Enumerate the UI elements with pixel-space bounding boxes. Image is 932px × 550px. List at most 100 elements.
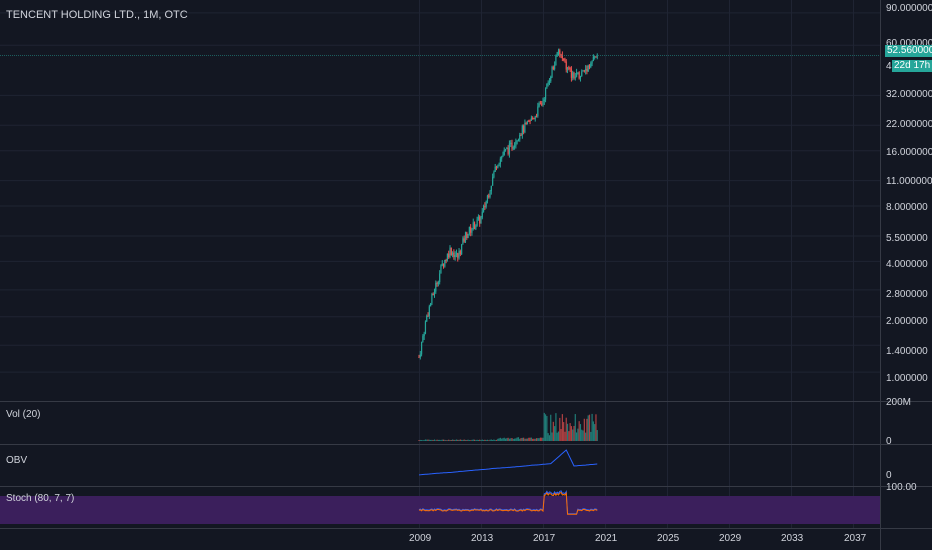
volume-bar xyxy=(519,438,521,441)
volume-bar xyxy=(462,439,464,441)
volume-bar xyxy=(449,439,451,441)
volume-bar xyxy=(419,439,421,441)
volume-bar xyxy=(530,437,532,441)
volume-bar xyxy=(450,440,452,441)
countdown-prefix: 4 xyxy=(886,61,892,72)
volume-bar xyxy=(550,414,552,441)
volume-bar xyxy=(433,439,436,441)
volume-bar xyxy=(543,412,545,441)
volume-bar xyxy=(537,438,539,441)
candle-body xyxy=(513,145,516,148)
price-label: 32.000000 xyxy=(886,89,932,100)
candle-body xyxy=(490,185,492,192)
candle-body xyxy=(466,232,468,238)
candle-body xyxy=(470,226,472,233)
price-label: 22.000000 xyxy=(886,119,932,130)
candle-body xyxy=(517,139,520,141)
price-label: 2.800000 xyxy=(886,289,928,300)
volume-bar xyxy=(435,440,437,441)
price-series xyxy=(418,48,598,360)
volume-bar xyxy=(466,440,468,441)
volume-title[interactable]: Vol (20) xyxy=(6,409,41,420)
candle-body xyxy=(575,72,578,77)
volume-bar xyxy=(563,422,565,441)
volume-bar xyxy=(426,439,428,441)
volume-bar xyxy=(477,439,480,441)
time-label: 2029 xyxy=(719,533,742,544)
candle-body xyxy=(481,211,483,218)
volume-bars xyxy=(418,412,598,441)
candle-body xyxy=(507,148,509,154)
volume-bar xyxy=(431,439,433,441)
candle-body xyxy=(467,233,469,238)
candle-body xyxy=(494,166,496,172)
volume-bar xyxy=(432,440,434,441)
volume-bar xyxy=(459,439,461,441)
obv-title[interactable]: OBV xyxy=(6,455,28,466)
candle-body xyxy=(551,67,553,77)
candle-body xyxy=(516,140,518,142)
volume-bar xyxy=(526,438,529,441)
volume-bar xyxy=(470,440,472,441)
candle-body xyxy=(574,76,576,78)
candle-body xyxy=(564,59,566,62)
candle-body xyxy=(442,263,445,267)
candle-body xyxy=(568,67,570,69)
candle-body xyxy=(588,65,591,68)
price-label: 16.000000 xyxy=(886,147,932,158)
candle-body xyxy=(426,315,428,322)
volume-bar xyxy=(497,438,499,441)
volume-bar xyxy=(575,432,578,441)
volume-bar xyxy=(448,439,450,441)
volume-bar xyxy=(588,414,591,441)
price-label: 90.000000 xyxy=(886,3,932,14)
candle-body xyxy=(432,294,434,296)
volume-bar xyxy=(499,437,501,441)
candle-body xyxy=(561,55,563,59)
volume-bar xyxy=(486,439,489,441)
candle-body xyxy=(539,103,542,105)
volume-bar xyxy=(464,439,467,441)
volume-bar xyxy=(472,439,474,441)
volume-bar xyxy=(583,418,585,441)
candle-body xyxy=(565,61,567,70)
candle-body xyxy=(462,238,464,245)
candle-body xyxy=(445,259,447,261)
candle-body xyxy=(530,117,532,121)
candle-body xyxy=(542,101,544,104)
candle-body xyxy=(504,149,507,151)
candle-body xyxy=(444,259,446,267)
candle-body xyxy=(464,232,467,242)
time-label: 2017 xyxy=(533,533,556,544)
volume-bar xyxy=(541,437,543,441)
candle-body xyxy=(473,222,476,229)
candle-body xyxy=(555,55,557,66)
volume-bar xyxy=(529,437,531,441)
candle-body xyxy=(569,67,571,70)
volume-bar xyxy=(476,439,478,441)
volume-bar xyxy=(457,439,459,441)
volume-bar xyxy=(585,432,587,441)
candle-body xyxy=(457,253,459,258)
volume-bar xyxy=(428,439,430,441)
volume-bar xyxy=(484,439,486,441)
obv-line xyxy=(418,449,598,476)
candle-body xyxy=(533,118,535,120)
volume-bar xyxy=(485,440,487,441)
volume-bar xyxy=(544,414,547,441)
candle-body xyxy=(440,265,442,274)
candle-body xyxy=(422,336,424,342)
candle-body xyxy=(541,103,543,105)
stoch-title[interactable]: Stoch (80, 7, 7) xyxy=(6,493,75,504)
volume-bar xyxy=(458,439,460,441)
volume-bar xyxy=(467,439,469,441)
candle-body xyxy=(548,81,551,83)
volume-bar xyxy=(564,431,566,441)
volume-bar xyxy=(594,424,596,441)
volume-bar xyxy=(453,439,455,441)
volume-bar xyxy=(423,440,425,441)
volume-bar xyxy=(552,421,554,441)
volume-bar xyxy=(560,429,562,441)
